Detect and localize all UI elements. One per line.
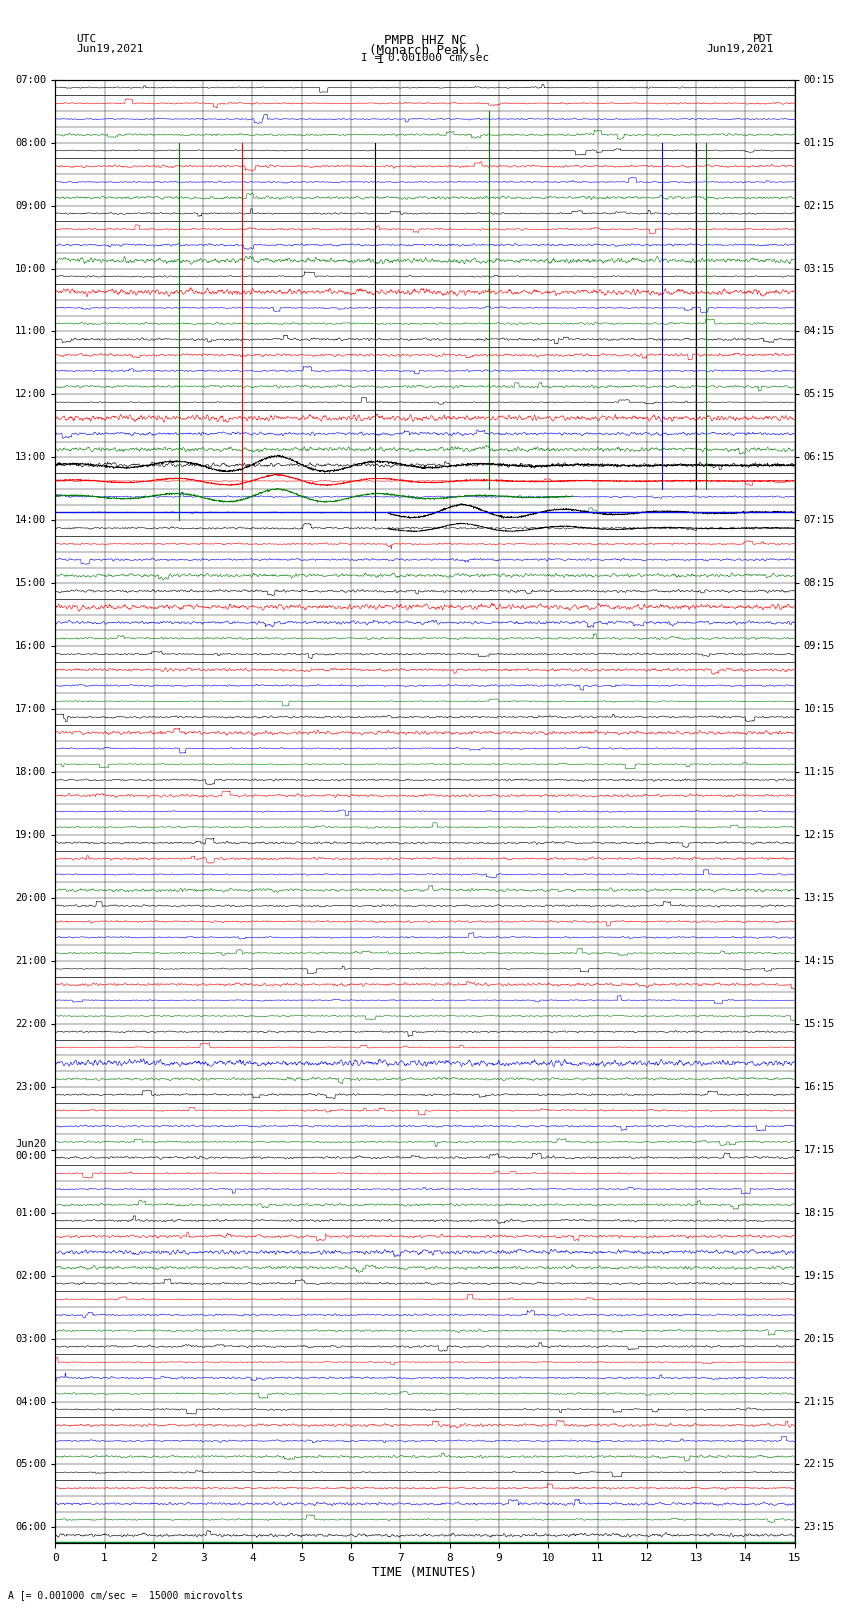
Text: UTC: UTC	[76, 34, 97, 44]
Text: I = 0.001000 cm/sec: I = 0.001000 cm/sec	[361, 53, 489, 63]
Text: A [= 0.001000 cm/sec =  15000 microvolts: A [= 0.001000 cm/sec = 15000 microvolts	[8, 1590, 243, 1600]
Text: PDT: PDT	[753, 34, 774, 44]
Text: PMPB HHZ NC: PMPB HHZ NC	[383, 34, 467, 47]
Text: (Monarch Peak ): (Monarch Peak )	[369, 44, 481, 56]
Text: Jun19,2021: Jun19,2021	[76, 44, 144, 53]
Text: I: I	[377, 53, 384, 66]
X-axis label: TIME (MINUTES): TIME (MINUTES)	[372, 1566, 478, 1579]
Text: Jun19,2021: Jun19,2021	[706, 44, 774, 53]
